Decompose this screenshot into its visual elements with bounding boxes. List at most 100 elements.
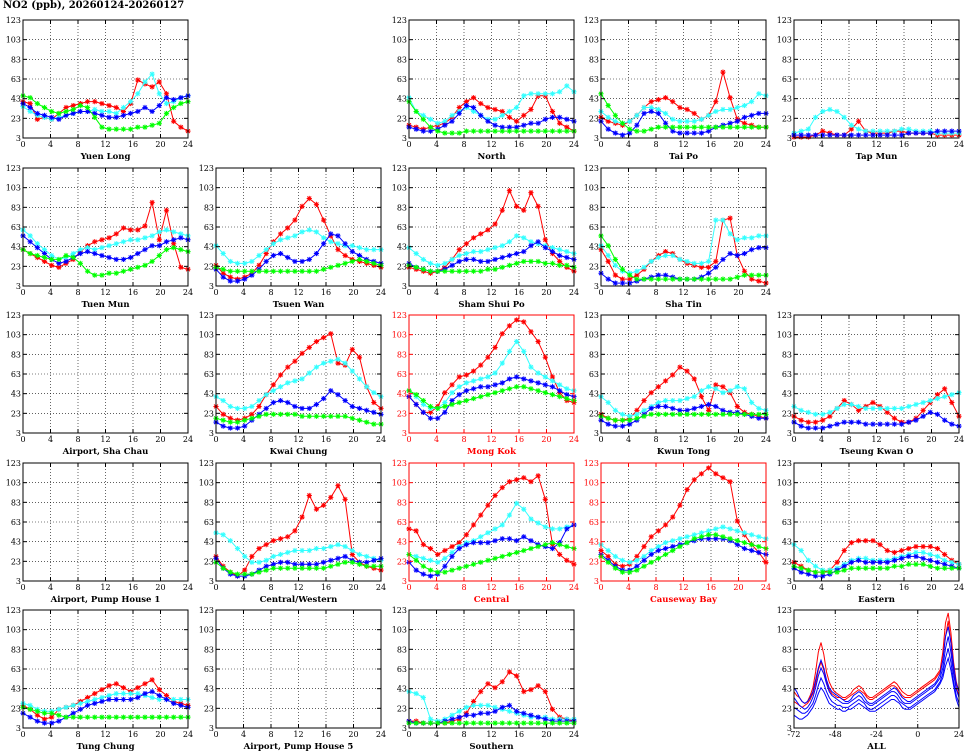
x-tick-label: 8: [268, 288, 273, 297]
data-point-green: [349, 258, 355, 265]
x-tick-label: 20: [348, 435, 358, 444]
data-point-green: [242, 417, 248, 423]
data-point-red: [227, 274, 233, 280]
data-point-blue: [84, 702, 91, 708]
x-tick-label: 16: [321, 435, 331, 444]
data-point-green: [734, 274, 740, 280]
data-point-green: [41, 104, 48, 111]
data-point-cyan: [149, 233, 155, 239]
data-point-green: [485, 392, 491, 398]
data-point-green: [77, 714, 83, 720]
data-point-green: [92, 714, 98, 720]
data-point-blue: [77, 108, 83, 115]
x-tick-label: 12: [871, 140, 881, 149]
data-point-cyan: [485, 247, 491, 253]
data-point-blue: [227, 278, 233, 284]
data-point-cyan: [270, 241, 276, 247]
data-point-blue: [92, 250, 98, 257]
data-point-blue: [521, 248, 527, 255]
data-point-cyan: [662, 397, 669, 404]
data-point-red: [557, 551, 563, 558]
data-point-cyan: [442, 118, 448, 124]
data-point-cyan: [442, 555, 448, 561]
data-point-green: [942, 565, 948, 571]
data-point-cyan: [612, 553, 618, 560]
y-tick-label: 43: [204, 390, 214, 399]
data-point-green: [605, 102, 611, 109]
data-point-blue: [564, 526, 570, 532]
data-point-cyan: [749, 99, 755, 105]
data-point-green: [27, 95, 33, 101]
data-point-green: [499, 128, 505, 134]
data-point-blue: [128, 696, 134, 703]
data-point-green: [670, 276, 676, 282]
data-point-cyan: [313, 545, 320, 552]
data-point-green: [220, 565, 226, 571]
data-point-blue: [413, 567, 419, 573]
data-point-red: [99, 100, 105, 107]
data-point-green: [77, 260, 83, 266]
data-point-red: [521, 689, 527, 695]
data-point-cyan: [834, 108, 840, 115]
data-point-cyan: [249, 403, 255, 410]
data-point-green: [521, 547, 527, 554]
x-tick-label: 12: [871, 583, 881, 592]
data-point-blue: [313, 250, 320, 257]
data-point-blue: [734, 252, 740, 259]
data-point-green: [335, 262, 341, 268]
data-point-cyan: [749, 532, 755, 538]
data-point-green: [485, 720, 491, 726]
data-point-green: [356, 417, 363, 423]
data-point-cyan: [720, 390, 726, 396]
data-point-cyan: [63, 704, 69, 710]
data-point-blue: [927, 557, 933, 563]
data-point-green: [514, 128, 520, 134]
data-point-blue: [470, 104, 477, 111]
data-point-green: [285, 411, 291, 417]
y-tick-label: 63: [204, 518, 214, 527]
data-point-green: [655, 555, 661, 561]
data-point-cyan: [698, 530, 705, 536]
y-tick-label: 23: [11, 262, 21, 271]
data-point-green: [270, 411, 276, 417]
data-point-cyan: [27, 702, 33, 708]
data-point-cyan: [499, 360, 505, 366]
data-point-cyan: [557, 247, 563, 253]
data-point-blue: [619, 423, 626, 429]
data-point-blue: [149, 689, 155, 695]
data-point-red: [149, 84, 155, 90]
data-point-green: [41, 254, 48, 261]
data-point-blue: [135, 250, 141, 257]
data-point-green: [506, 128, 513, 134]
x-tick-label: 20: [541, 140, 551, 149]
y-tick-label: 123: [777, 311, 792, 320]
data-point-green: [805, 567, 811, 573]
data-point-cyan: [906, 126, 912, 132]
data-point-red: [442, 390, 448, 396]
x-tick-label: 16: [321, 583, 331, 592]
data-point-red: [564, 557, 570, 563]
data-point-blue: [371, 409, 377, 415]
y-tick-label: 63: [11, 665, 21, 674]
data-point-green: [49, 256, 55, 263]
data-point-cyan: [263, 247, 269, 253]
x-tick-label: 16: [514, 583, 524, 592]
data-point-cyan: [521, 348, 527, 354]
data-point-green: [727, 124, 733, 130]
data-point-green: [270, 565, 276, 571]
data-point-blue: [142, 104, 148, 111]
data-point-red: [798, 417, 804, 423]
y-tick-label: 63: [782, 370, 792, 379]
y-tick-label: 23: [589, 262, 599, 271]
data-point-cyan: [734, 528, 740, 534]
data-point-green: [306, 565, 312, 571]
data-point-cyan: [848, 122, 854, 128]
data-point-green: [756, 543, 762, 550]
data-point-blue: [677, 130, 683, 136]
data-point-red: [313, 506, 320, 512]
data-point-red: [949, 399, 955, 406]
data-point-cyan: [492, 245, 498, 251]
data-point-cyan: [328, 239, 334, 245]
data-point-cyan: [542, 374, 548, 380]
